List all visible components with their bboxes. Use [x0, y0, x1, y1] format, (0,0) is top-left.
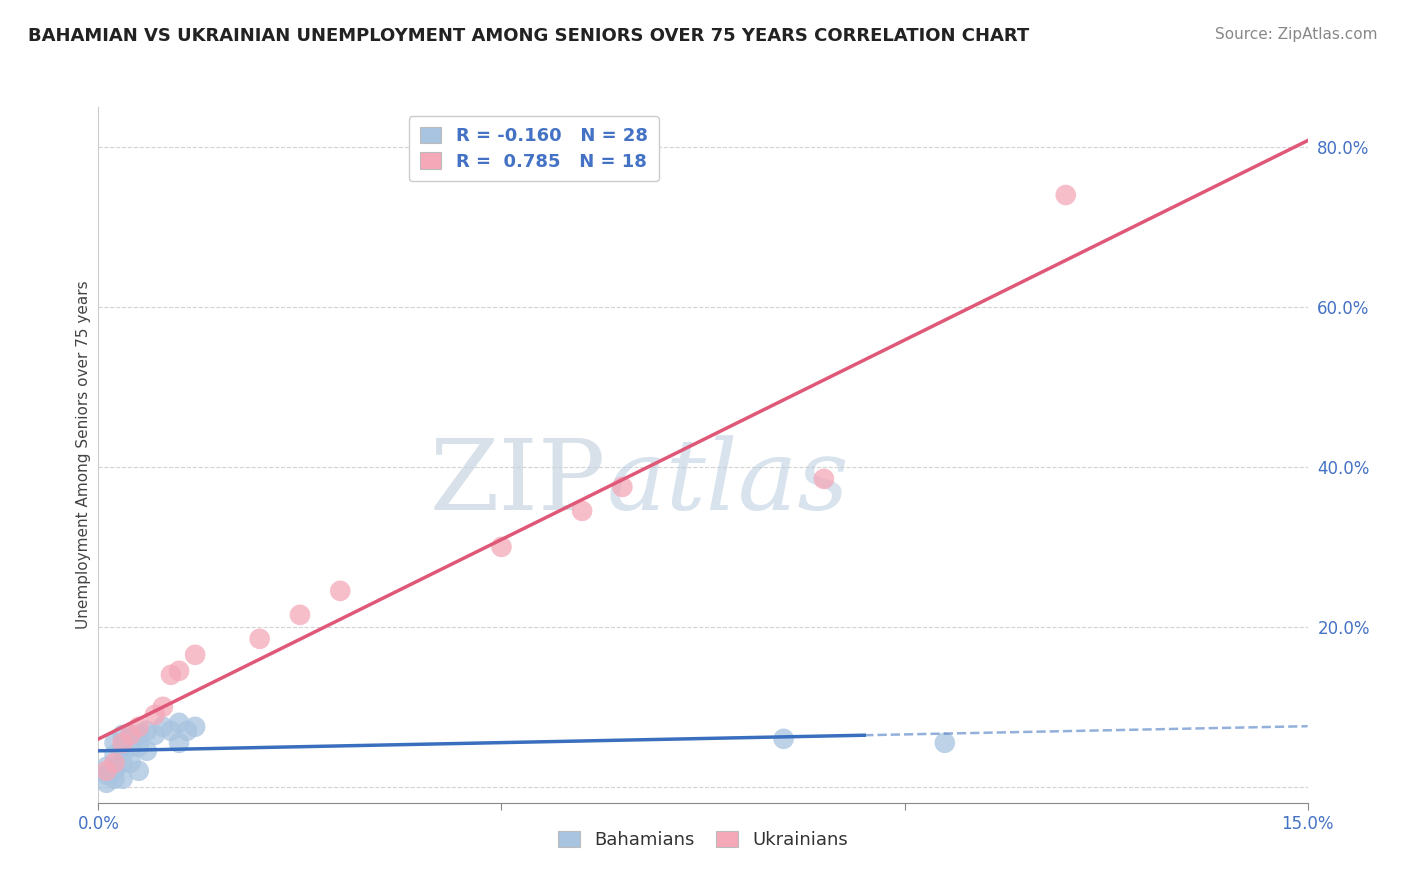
- Point: [160, 723, 183, 738]
- Point: [160, 668, 183, 682]
- Point: [111, 756, 134, 770]
- Point: [772, 731, 794, 746]
- Point: [111, 772, 134, 786]
- Point: [934, 736, 956, 750]
- Point: [128, 739, 150, 754]
- Point: [143, 707, 166, 722]
- Point: [120, 739, 142, 754]
- Point: [111, 736, 134, 750]
- Point: [167, 715, 190, 730]
- Point: [120, 728, 142, 742]
- Point: [96, 764, 118, 778]
- Point: [111, 728, 134, 742]
- Point: [1054, 188, 1077, 202]
- Point: [184, 720, 207, 734]
- Point: [120, 756, 142, 770]
- Point: [135, 723, 157, 738]
- Point: [491, 540, 513, 554]
- Legend: Bahamians, Ukrainians: Bahamians, Ukrainians: [551, 823, 855, 856]
- Point: [120, 728, 142, 742]
- Point: [103, 756, 125, 770]
- Point: [96, 776, 118, 790]
- Point: [103, 747, 125, 762]
- Point: [571, 504, 593, 518]
- Point: [128, 764, 150, 778]
- Point: [103, 772, 125, 786]
- Point: [103, 764, 125, 778]
- Point: [111, 739, 134, 754]
- Text: BAHAMIAN VS UKRAINIAN UNEMPLOYMENT AMONG SENIORS OVER 75 YEARS CORRELATION CHART: BAHAMIAN VS UKRAINIAN UNEMPLOYMENT AMONG…: [28, 27, 1029, 45]
- Point: [184, 648, 207, 662]
- Point: [128, 720, 150, 734]
- Text: atlas: atlas: [606, 435, 849, 531]
- Point: [96, 768, 118, 782]
- Point: [329, 583, 352, 598]
- Point: [152, 699, 174, 714]
- Point: [96, 760, 118, 774]
- Y-axis label: Unemployment Among Seniors over 75 years: Unemployment Among Seniors over 75 years: [76, 281, 91, 629]
- Point: [612, 480, 634, 494]
- Point: [167, 664, 190, 678]
- Point: [143, 728, 166, 742]
- Point: [152, 720, 174, 734]
- Point: [176, 723, 198, 738]
- Text: Source: ZipAtlas.com: Source: ZipAtlas.com: [1215, 27, 1378, 42]
- Point: [135, 744, 157, 758]
- Point: [103, 736, 125, 750]
- Point: [167, 736, 190, 750]
- Point: [288, 607, 311, 622]
- Point: [128, 728, 150, 742]
- Point: [249, 632, 271, 646]
- Text: ZIP: ZIP: [430, 435, 606, 531]
- Point: [813, 472, 835, 486]
